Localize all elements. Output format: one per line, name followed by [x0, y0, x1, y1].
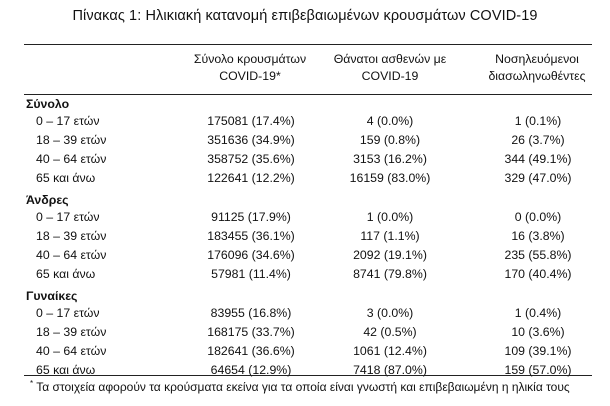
- intubated-cell: 235 (55.8%): [504, 248, 572, 262]
- age-cell: 65 και άνω: [36, 363, 96, 377]
- header-rule: [24, 94, 592, 95]
- intubated-cell: 329 (47.0%): [504, 171, 572, 185]
- intubated-cell: 0 (0.0%): [514, 210, 562, 224]
- cases-cell: 57981 (11.4%): [211, 267, 291, 281]
- age-cell: 0 – 17 ετών: [36, 306, 100, 320]
- intubated-cell: 16 (3.8%): [511, 229, 565, 243]
- table-row: 40 – 64 ετών 358752 (35.6%) 3153 (16.2%)…: [28, 150, 588, 169]
- table-row: 65 και άνω 122641 (12.2%) 16159 (83.0%) …: [28, 169, 588, 188]
- deaths-cell: 7418 (87.0%): [353, 363, 427, 377]
- age-cell: 65 και άνω: [36, 267, 96, 281]
- intubated-cell: 1 (0.1%): [514, 114, 562, 128]
- intubated-cell: 344 (49.1%): [504, 152, 572, 166]
- deaths-cell: 117 (1.1%): [360, 229, 420, 243]
- cases-cell: 175081 (17.4%): [207, 114, 295, 128]
- age-cell: 65 και άνω: [36, 171, 96, 185]
- footnote-text: Τα στοιχεία αφορούν τα κρούσματα εκείνα …: [36, 380, 570, 394]
- cases-cell: 182641 (36.6%): [207, 344, 295, 358]
- intubated-cell: 26 (3.7%): [511, 133, 565, 147]
- group-women: Γυναίκες 0 – 17 ετών 83955 (16.8%) 3 (0.…: [26, 288, 588, 380]
- footnote: * Τα στοιχεία αφορούν τα κρούσματα εκείν…: [30, 379, 570, 394]
- intubated-cell: 1 (0.4%): [514, 306, 562, 320]
- table-row: 18 – 39 ετών 183455 (36.1%) 117 (1.1%) 1…: [28, 227, 588, 246]
- column-header-intubated: Νοσηλευόμενοι διασωληνωθέντες: [447, 51, 610, 85]
- intubated-cell: 170 (40.4%): [504, 267, 572, 281]
- table-row: 65 και άνω 64654 (12.9%) 7418 (87.0%) 15…: [28, 361, 588, 380]
- age-cell: 18 – 39 ετών: [36, 229, 107, 243]
- table-row: 65 και άνω 57981 (11.4%) 8741 (79.8%) 17…: [28, 265, 588, 284]
- table-row: 18 – 39 ετών 351636 (34.9%) 159 (0.8%) 2…: [28, 131, 588, 150]
- column-header-line: Θάνατοι ασθενών με: [333, 52, 447, 66]
- age-cell: 0 – 17 ετών: [36, 210, 100, 224]
- deaths-cell: 3153 (16.2%): [353, 152, 427, 166]
- deaths-cell: 2092 (19.1%): [353, 248, 427, 262]
- column-header-line: COVID-19*: [219, 69, 281, 83]
- cases-cell: 64654 (12.9%): [210, 363, 292, 377]
- column-header-line: διασωληνωθέντες: [488, 69, 586, 83]
- deaths-cell: 16159 (83.0%): [349, 171, 431, 185]
- deaths-cell: 8741 (79.8%): [353, 267, 427, 281]
- cases-cell: 122641 (12.2%): [207, 171, 295, 185]
- age-cell: 40 – 64 ετών: [36, 152, 107, 166]
- footnote-marker: *: [30, 379, 34, 388]
- column-header-line: Νοσηλευόμενοι: [495, 52, 579, 66]
- group-total: Σύνολο 0 – 17 ετών 175081 (17.4%) 4 (0.0…: [26, 96, 588, 188]
- deaths-cell: 4 (0.0%): [366, 114, 414, 128]
- group-label: Γυναίκες: [26, 289, 78, 303]
- top-rule: [24, 44, 592, 45]
- group-label: Σύνολο: [26, 97, 70, 111]
- deaths-cell: 1 (0.0%): [366, 210, 414, 224]
- age-cell: 40 – 64 ετών: [36, 248, 107, 262]
- table-row: 0 – 17 ετών 175081 (17.4%) 4 (0.0%) 1 (0…: [28, 112, 588, 131]
- deaths-cell: 42 (0.5%): [363, 325, 417, 339]
- table-row: 0 – 17 ετών 83955 (16.8%) 3 (0.0%) 1 (0.…: [28, 304, 588, 323]
- deaths-cell: 159 (0.8%): [359, 133, 421, 147]
- intubated-cell: 109 (39.1%): [504, 344, 572, 358]
- bottom-rule: [24, 375, 592, 376]
- table-row: 40 – 64 ετών 182641 (36.6%) 1061 (12.4%)…: [28, 342, 588, 361]
- age-cell: 0 – 17 ετών: [36, 114, 100, 128]
- cases-cell: 91125 (17.9%): [211, 210, 291, 224]
- cases-cell: 183455 (36.1%): [207, 229, 295, 243]
- column-header-deaths: Θάνατοι ασθενών με COVID-19: [300, 51, 480, 85]
- column-header-line: Σύνολο κρουσμάτων: [193, 52, 307, 66]
- age-cell: 40 – 64 ετών: [36, 344, 107, 358]
- intubated-cell: 10 (3.6%): [511, 325, 565, 339]
- column-header-line: COVID-19: [361, 69, 419, 83]
- table-row: 40 – 64 ετών 176096 (34.6%) 2092 (19.1%)…: [28, 246, 588, 265]
- group-men: Άνδρες 0 – 17 ετών 91125 (17.9%) 1 (0.0%…: [26, 192, 588, 284]
- table-title: Πίνακας 1: Ηλικιακή κατανομή επιβεβαιωμέ…: [72, 8, 538, 24]
- age-cell: 18 – 39 ετών: [36, 325, 107, 339]
- intubated-cell: 159 (57.0%): [504, 363, 572, 377]
- deaths-cell: 3 (0.0%): [366, 306, 414, 320]
- cases-cell: 83955 (16.8%): [210, 306, 292, 320]
- cases-cell: 358752 (35.6%): [207, 152, 295, 166]
- cases-cell: 176096 (34.6%): [207, 248, 295, 262]
- table-row: 18 – 39 ετών 168175 (33.7%) 42 (0.5%) 10…: [28, 323, 588, 342]
- deaths-cell: 1061 (12.4%): [353, 344, 427, 358]
- column-header-cases: Σύνολο κρουσμάτων COVID-19*: [160, 51, 340, 85]
- cases-cell: 168175 (33.7%): [207, 325, 295, 339]
- cases-cell: 351636 (34.9%): [207, 133, 295, 147]
- age-cell: 18 – 39 ετών: [36, 133, 107, 147]
- table-row: 0 – 17 ετών 91125 (17.9%) 1 (0.0%) 0 (0.…: [28, 208, 588, 227]
- group-label: Άνδρες: [26, 193, 69, 207]
